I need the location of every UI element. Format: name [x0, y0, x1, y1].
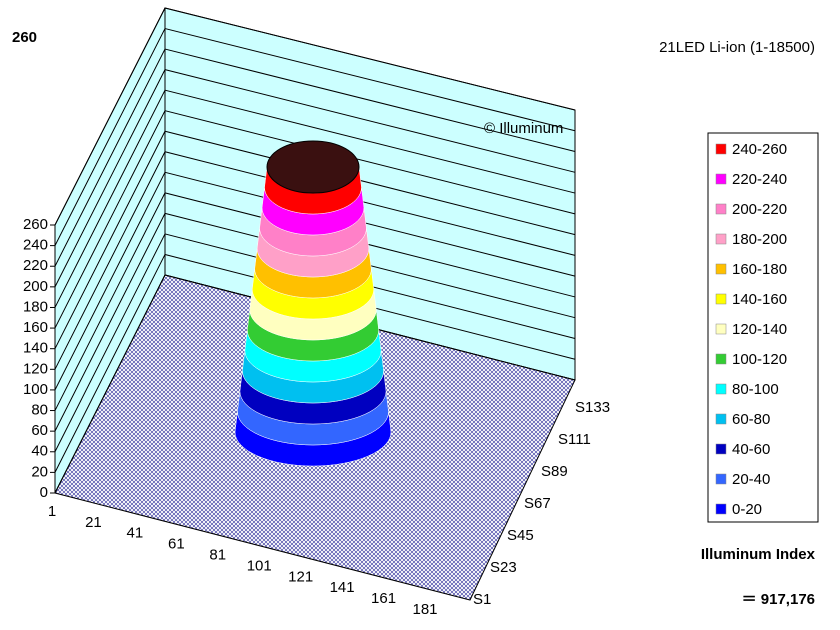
legend-swatch	[715, 413, 727, 425]
grid-line	[54, 27, 576, 246]
series-label: S23	[490, 559, 517, 576]
series-label: S111	[558, 431, 591, 448]
legend-swatch	[715, 233, 727, 245]
legend-box	[707, 132, 819, 523]
series-label: S45	[507, 527, 534, 544]
series-label: S1	[473, 591, 491, 608]
z-tick-label: 0	[40, 484, 48, 501]
x-tick-label: 81	[209, 547, 226, 564]
grid-line	[54, 274, 576, 494]
legend-swatch	[715, 143, 727, 155]
z-tick-label: 60	[31, 422, 48, 439]
x-tick-label: 161	[371, 590, 396, 607]
grid-line	[54, 151, 576, 370]
z-tick-label: 220	[23, 257, 48, 274]
z-tick-label: 240	[23, 237, 48, 254]
grid-line	[54, 89, 576, 308]
x-tick-label: 41	[127, 525, 144, 542]
z-tick-label: 140	[23, 340, 48, 357]
grid-line	[54, 212, 576, 432]
legend-swatch	[715, 263, 727, 275]
legend-label: 220-240	[732, 171, 787, 188]
grid-line	[54, 48, 576, 267]
legend-label: 20-40	[732, 471, 770, 488]
z-tick-label: 180	[23, 298, 48, 315]
legend-label: 160-180	[732, 261, 787, 278]
tower-top	[266, 140, 360, 194]
z-tick-label: 160	[23, 319, 48, 336]
legend-swatch	[715, 203, 727, 215]
index-label: Illuminum Index	[701, 546, 816, 563]
series-label: S133	[575, 399, 610, 416]
legend-label: 100-120	[732, 351, 787, 368]
x-tick-label: 181	[412, 601, 437, 618]
legend-swatch	[715, 503, 727, 515]
x-tick-label: 61	[168, 536, 185, 553]
legend-swatch	[715, 353, 727, 365]
x-tick-label: 21	[85, 514, 102, 531]
z-tick-label: 40	[31, 443, 48, 460]
z-tick-label: 200	[23, 278, 48, 295]
legend-label: 0-20	[732, 501, 762, 518]
series-label: S67	[524, 495, 551, 512]
grid-line	[54, 110, 576, 329]
legend-swatch	[715, 323, 727, 335]
legend-swatch	[715, 443, 727, 455]
z-tick-label: 120	[23, 360, 48, 377]
peak-label: 260	[12, 29, 37, 46]
grid-line	[54, 130, 576, 349]
legend-label: 240-260	[732, 141, 787, 158]
grid-line	[54, 253, 576, 473]
series-label: S89	[541, 463, 568, 480]
chart-title: 21LED Li-ion (1-18500)	[659, 39, 815, 56]
legend-label: 40-60	[732, 441, 770, 458]
legend-swatch	[715, 173, 727, 185]
grid-line	[54, 192, 576, 411]
index-value: ＝ 917,176	[742, 591, 815, 608]
z-tick-label: 20	[31, 463, 48, 480]
grid-line	[54, 233, 576, 452]
legend-label: 180-200	[732, 231, 787, 248]
legend-swatch	[715, 383, 727, 395]
legend-label: 200-220	[732, 201, 787, 218]
z-tick-label: 80	[31, 402, 48, 419]
legend-swatch	[715, 293, 727, 305]
watermark: © Illuminum	[484, 120, 563, 137]
legend-label: 60-80	[732, 411, 770, 428]
x-tick-label: 141	[330, 579, 355, 596]
z-tick-label: 100	[23, 381, 48, 398]
legend-swatch	[715, 473, 727, 485]
grid-line	[54, 171, 576, 391]
x-tick-label: 101	[247, 557, 272, 574]
legend-label: 80-100	[732, 381, 779, 398]
grid-line	[54, 7, 576, 226]
legend-label: 140-160	[732, 291, 787, 308]
legend-label: 120-140	[732, 321, 787, 338]
x-tick-label: 121	[288, 568, 313, 585]
x-tick-label: 1	[48, 503, 56, 520]
grid-line	[54, 69, 576, 288]
z-tick-label: 260	[23, 216, 48, 233]
